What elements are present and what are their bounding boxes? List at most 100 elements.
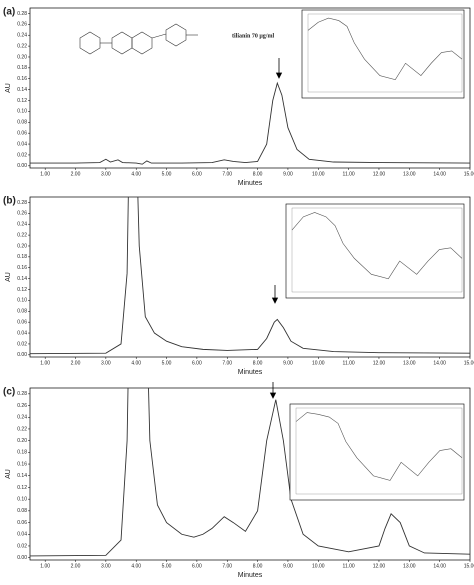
y-tick-label: 0.28 xyxy=(17,391,27,397)
y-tick-label: 0.16 xyxy=(17,76,27,82)
y-tick-label: 0.02 xyxy=(17,152,27,158)
x-tick-label: 5.00 xyxy=(162,563,172,569)
x-axis-label: Minutes xyxy=(238,572,263,579)
y-tick-label: 0.18 xyxy=(17,65,27,71)
x-tick-label: 14.00 xyxy=(433,360,446,366)
y-tick-label: 0.14 xyxy=(17,473,27,479)
y-tick-label: 0.00 xyxy=(17,555,27,561)
panel: (c) AU Minutes 0.00 0.02 0.04 0.06 0.08 0.10 0.12… xyxy=(3,387,474,579)
y-tick-label: 0.18 xyxy=(17,450,27,456)
x-tick-label: 6.00 xyxy=(192,360,202,366)
y-tick-label: 0.02 xyxy=(17,543,27,549)
inset-frame xyxy=(301,9,465,99)
inset-spectrum xyxy=(295,412,463,481)
x-axis-label: Minutes xyxy=(238,369,263,376)
y-tick-label: 0.10 xyxy=(17,298,27,304)
y-tick-label: 0.28 xyxy=(17,11,27,17)
panel: (a) AU Minutes 0.00 0.02 0.04 0.06 0.08 0.10 0.12… xyxy=(3,7,474,187)
y-tick-label: 0.00 xyxy=(17,352,27,358)
x-tick-label: 9.00 xyxy=(283,360,293,366)
y-tick-label: 0.02 xyxy=(17,341,27,347)
y-tick-label: 0.00 xyxy=(17,163,27,169)
x-tick-label: 12.00 xyxy=(373,171,386,177)
panel-label: (b) xyxy=(3,196,16,207)
annotation: tilianin 70 µg/ml xyxy=(232,33,274,39)
y-tick-label: 0.26 xyxy=(17,403,27,409)
inset-spectrum xyxy=(291,212,463,280)
x-tick-label: 13.00 xyxy=(403,171,416,177)
y-tick-label: 0.18 xyxy=(17,254,27,260)
x-tick-label: 8.00 xyxy=(253,171,263,177)
y-tick-label: 0.16 xyxy=(17,265,27,271)
inset-plot xyxy=(291,207,463,293)
inset-frame xyxy=(289,403,465,501)
inset-spectrum xyxy=(307,17,463,81)
y-tick-label: 0.12 xyxy=(17,485,27,491)
molecule-structure xyxy=(79,23,198,55)
y-tick-label: 0.26 xyxy=(17,211,27,217)
x-tick-label: 4.00 xyxy=(131,360,141,366)
plot-frame xyxy=(29,387,471,561)
y-axis-label: AU xyxy=(5,272,12,282)
x-tick-label: 13.00 xyxy=(403,360,416,366)
panel-label: (a) xyxy=(3,7,15,18)
y-tick-label: 0.06 xyxy=(17,520,27,526)
y-tick-label: 0.24 xyxy=(17,33,27,39)
x-tick-label: 7.00 xyxy=(222,360,232,366)
x-tick-label: 2.00 xyxy=(71,360,81,366)
x-tick-label: 1.00 xyxy=(40,360,50,366)
y-tick-label: 0.04 xyxy=(17,141,27,147)
x-tick-label: 6.00 xyxy=(192,563,202,569)
y-tick-label: 0.12 xyxy=(17,287,27,293)
plot-frame xyxy=(29,196,471,358)
y-tick-label: 0.14 xyxy=(17,87,27,93)
plot-frame xyxy=(29,7,471,169)
x-tick-label: 9.00 xyxy=(283,171,293,177)
chromatogram-line xyxy=(30,81,470,165)
y-tick-label: 0.14 xyxy=(17,276,27,282)
x-tick-label: 14.00 xyxy=(433,171,446,177)
x-tick-label: 12.00 xyxy=(373,360,386,366)
x-tick-label: 3.00 xyxy=(101,360,111,366)
inset-plot xyxy=(307,13,463,93)
x-tick-label: 13.00 xyxy=(403,563,416,569)
panel: (b) AU Minutes 0.00 0.02 0.04 0.06 0.08 0.10 0.12… xyxy=(3,196,474,376)
y-tick-label: 0.08 xyxy=(17,309,27,315)
x-tick-label: 15.00 xyxy=(464,563,474,569)
x-tick-label: 10.00 xyxy=(312,360,325,366)
peak-arrows xyxy=(269,58,283,399)
x-tick-label: 11.00 xyxy=(343,563,355,569)
y-tick-label: 0.28 xyxy=(17,200,27,206)
x-tick-label: 7.00 xyxy=(222,563,232,569)
x-tick-label: 6.00 xyxy=(192,171,202,177)
y-tick-label: 0.26 xyxy=(17,22,27,28)
x-tick-label: 11.00 xyxy=(343,360,355,366)
y-tick-label: 0.20 xyxy=(17,54,27,60)
x-tick-label: 3.00 xyxy=(101,171,111,177)
x-axis-label: Minutes xyxy=(238,180,263,187)
x-tick-label: 7.00 xyxy=(222,171,232,177)
y-tick-label: 0.16 xyxy=(17,461,27,467)
y-tick-label: 0.10 xyxy=(17,496,27,502)
chromatogram-line xyxy=(30,197,470,355)
y-tick-label: 0.08 xyxy=(17,120,27,126)
x-tick-label: 12.00 xyxy=(373,563,386,569)
y-axis-label: AU xyxy=(5,83,12,93)
y-axis-label: AU xyxy=(5,469,12,479)
y-tick-label: 0.12 xyxy=(17,98,27,104)
x-tick-label: 5.00 xyxy=(162,171,172,177)
x-tick-label: 2.00 xyxy=(71,171,81,177)
y-tick-label: 0.10 xyxy=(17,109,27,115)
x-tick-label: 5.00 xyxy=(162,360,172,366)
x-tick-label: 3.00 xyxy=(101,563,111,569)
y-tick-label: 0.04 xyxy=(17,330,27,336)
x-tick-label: 10.00 xyxy=(312,563,325,569)
y-tick-label: 0.22 xyxy=(17,232,27,238)
y-tick-label: 0.06 xyxy=(17,130,27,136)
y-tick-label: 0.06 xyxy=(17,319,27,325)
panel-label: (c) xyxy=(3,387,15,398)
inset-frame xyxy=(285,203,465,299)
inset-plot xyxy=(295,407,463,495)
y-tick-label: 0.22 xyxy=(17,426,27,432)
